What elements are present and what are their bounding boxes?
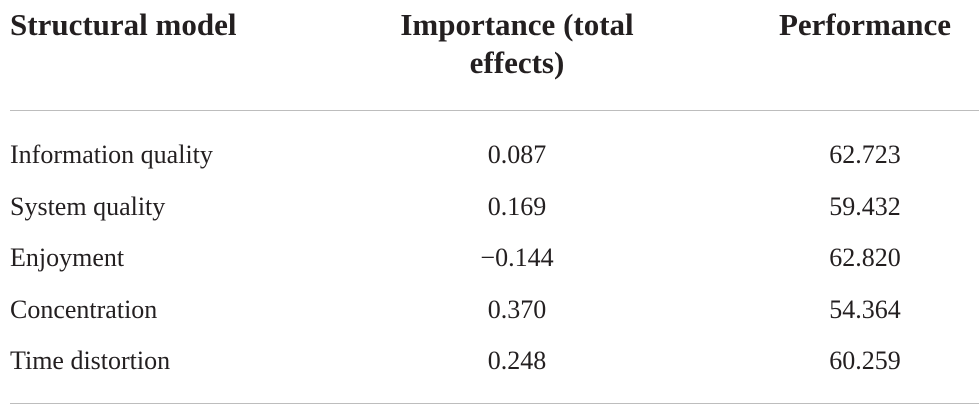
table-cell: 0.169 xyxy=(487,191,547,221)
header-cell: Structural model xyxy=(10,7,237,42)
table-cell: Concentration xyxy=(10,294,158,324)
table-cell: Information quality xyxy=(10,140,213,169)
table-cell: 62.820 xyxy=(829,243,901,272)
header-cell: Performance xyxy=(778,7,952,42)
table-cell: 54.364 xyxy=(829,294,901,324)
table-cell: 60.259 xyxy=(829,346,901,375)
table-cell: 0.370 xyxy=(487,294,547,324)
table-cell: 59.432 xyxy=(829,191,901,221)
table-cell: Time distortion xyxy=(10,346,171,375)
table-cell: 62.723 xyxy=(829,140,901,169)
header-rule xyxy=(10,110,979,111)
table-cell: −0.144 xyxy=(480,243,554,272)
table-cell: System quality xyxy=(10,191,166,221)
table-cell: Enjoyment xyxy=(10,243,125,272)
table-cell: 0.248 xyxy=(487,346,547,375)
table-cell: 0.087 xyxy=(487,140,547,169)
bottom-rule xyxy=(10,403,979,404)
header-cell: Importance (total effects) xyxy=(400,7,634,80)
